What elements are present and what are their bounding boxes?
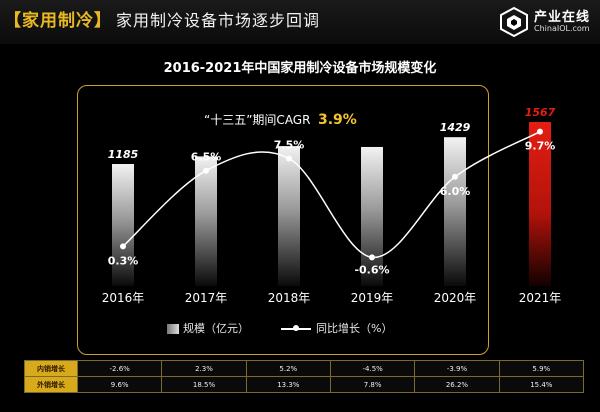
growth-line [122,130,541,259]
table-cell: 5.9% [498,360,585,377]
growth-line-layer [120,128,543,261]
x-tick-label-5: 2021年 [519,291,562,305]
bar-value-label-5: 1567 [525,106,556,119]
chinaiol-logo: 产业在线 ChinaIOL.com [498,4,592,40]
header-tag: 【家用制冷】 [4,11,112,31]
growth-point-0 [120,243,126,250]
table-cell: -3.9% [414,360,500,377]
header-bar: 【家用制冷】 家用制冷设备市场逐步回调 产业在线 ChinaIOL.com [0,0,600,44]
table-cell: 5.2% [245,360,331,377]
table-cell: 18.5% [161,376,247,393]
table-cell: -4.5% [329,360,416,377]
bar-value-label-0: 1185 [108,148,139,161]
growth-point-2 [286,155,292,162]
table-cell: 15.4% [498,376,585,393]
bar-1 [195,156,217,286]
table-cell: 9.6% [76,376,163,393]
chart-frame [77,85,489,355]
cagr-label: “十三五”期间CAGR [204,113,310,127]
x-tick-label-3: 2019年 [351,291,394,305]
growth-point-4 [452,173,458,180]
legend-bar-label: 规模（亿元） [183,322,249,335]
logo-text-cn: 产业在线 [534,10,591,25]
growth-label-1: 6.5% [191,151,222,164]
growth-label-2: 7.5% [274,139,305,152]
x-tick-label-4: 2020年 [434,291,477,305]
x-tick-label-1: 2017年 [185,291,228,305]
growth-table: 内销增长 -2.6% 2.3% 5.2% -4.5% -3.9% 5.9% 外销增长 9.6% 1… [24,360,585,393]
legend: 规模（亿元） 同比增长（%） [0,318,600,338]
table-row: 内销增长 -2.6% 2.3% 5.2% -4.5% -3.9% 5.9% [24,360,585,377]
table-cell: -2.6% [76,360,163,377]
table-cell: 2.3% [161,360,247,377]
bar-0 [112,164,134,286]
x-tick-label-0: 2016年 [102,291,145,305]
bars-layer [112,122,551,286]
legend-line-label: 同比增长（%） [316,322,393,335]
bar-4 [444,137,466,286]
table-cell: 13.3% [245,376,331,393]
growth-label-3: -0.6% [354,263,389,276]
growth-point-5 [537,128,543,135]
bar-value-label-4: 1429 [440,121,471,134]
growth-label-5: 9.7% [525,140,556,153]
legend-bar-swatch [167,324,179,334]
table-cell: 26.2% [414,376,500,393]
cagr-value: 3.9% [318,112,357,128]
table-row: 外销增长 9.6% 18.5% 13.3% 7.8% 26.2% 15.4% [24,376,585,393]
bar-2 [278,146,300,286]
labels-layer: 2016年 1185 2017年 2018年 2019年 2020年 1429 2021年 15… [102,106,562,305]
cagr-annotation: “十三五”期间CAGR 3.9% [204,112,357,128]
growth-label-4: 6.0% [440,185,471,198]
table-cell: 7.8% [329,376,416,393]
growth-point-1 [203,167,209,174]
table-row-label: 内销增长 [24,360,78,377]
chart-title: 2016-2021年中国家用制冷设备市场规模变化 [163,61,437,76]
growth-point-3 [369,254,375,261]
bar-5 [529,122,551,286]
page-title: 家用制冷设备市场逐步回调 [116,11,321,30]
x-tick-label-2: 2018年 [268,291,311,305]
logo-icon [500,6,528,38]
logo-text-en: ChinaIOL.com [534,24,590,33]
legend-line-dot [293,325,299,331]
bar-3 [361,146,383,286]
table-row-label: 外销增长 [24,376,78,393]
growth-label-0: 0.3% [108,254,139,267]
